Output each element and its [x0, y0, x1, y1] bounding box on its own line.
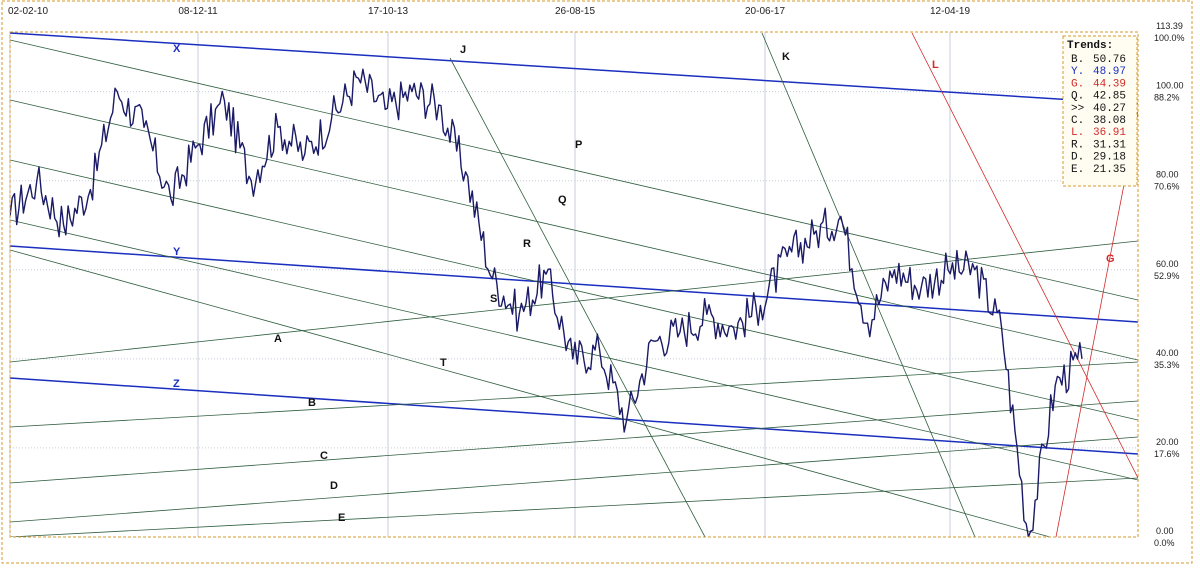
x-tick-label: 02-02-10	[8, 6, 48, 17]
x-tick-label: 08-12-11	[178, 6, 218, 17]
trend-line-c	[10, 400, 1138, 484]
y-tick-value: 40.00	[1156, 348, 1179, 358]
trend-line-d	[10, 436, 1138, 523]
y-tick-percent: 0.0%	[1154, 538, 1175, 548]
trend-line-a	[10, 240, 1138, 363]
trend-label-e: E	[338, 512, 345, 524]
trend-label-t: T	[440, 357, 447, 369]
legend-item-label: L.	[1071, 127, 1084, 139]
y-tick-percent: 52.9%	[1154, 271, 1180, 281]
trend-label-l: L	[932, 59, 939, 71]
trend-line-q	[10, 99, 1138, 361]
trend-label-k: K	[782, 51, 790, 63]
x-tick-label: 26-08-15	[555, 6, 595, 17]
trend-line-k	[761, 32, 976, 537]
trend-line-x	[10, 32, 1138, 105]
price-series-line	[10, 68, 1083, 537]
trend-line-y	[10, 245, 1138, 323]
legend-item-label: B.	[1071, 54, 1084, 66]
y-tick-value: 100.00	[1156, 81, 1184, 91]
y-tick-value: 113.39	[1156, 21, 1183, 31]
legend-item-label: Q.	[1071, 91, 1084, 103]
x-tick-label: 12-04-19	[930, 6, 970, 17]
trend-line-e	[10, 477, 1138, 537]
trend-label-z: Z	[173, 378, 180, 390]
trend-line-r	[10, 159, 1138, 421]
y-tick-value: 80.00	[1156, 170, 1179, 180]
legend-box	[1062, 35, 1138, 187]
y-tick-percent: 17.6%	[1154, 449, 1180, 459]
x-tick-label: 20-06-17	[745, 6, 785, 17]
trend-line-b	[10, 361, 1138, 428]
x-tick-label: 17-10-13	[368, 6, 408, 17]
legend-item-label: >>	[1071, 103, 1084, 115]
legend-item-label: E.	[1071, 164, 1084, 176]
legend-item-value: 38.08	[1093, 115, 1126, 127]
trend-line-p	[10, 39, 1138, 301]
legend-title: Trends:	[1067, 40, 1113, 52]
legend-item-value: 31.31	[1093, 139, 1126, 151]
y-tick-percent: 35.3%	[1154, 360, 1180, 370]
legend-item-value: 50.76	[1093, 54, 1126, 66]
trend-line-j	[449, 57, 706, 537]
y-tick-percent: 100.0%	[1154, 33, 1185, 43]
trend-label-q: Q	[558, 194, 567, 206]
trend-label-j: J	[460, 44, 466, 56]
trend-line-t	[10, 249, 1051, 537]
legend-item-value: 48.97	[1093, 66, 1126, 78]
trend-label-b: B	[308, 397, 316, 409]
legend-item-label: R.	[1071, 139, 1084, 151]
legend-item-value: 21.35	[1093, 164, 1126, 176]
trend-line-z	[10, 377, 1138, 455]
y-tick-percent: 88.2%	[1154, 93, 1180, 103]
trend-label-a: A	[274, 333, 282, 345]
trend-label-d: D	[330, 480, 338, 492]
y-tick-percent: 70.6%	[1154, 182, 1180, 192]
legend-item-label: D.	[1071, 152, 1084, 164]
trend-label-p: P	[575, 139, 582, 151]
y-tick-value: 20.00	[1156, 437, 1179, 447]
legend-item-label: G.	[1071, 78, 1084, 90]
trend-label-g: G	[1106, 253, 1115, 265]
legend-item-value: 44.39	[1093, 78, 1126, 90]
trend-label-s: S	[490, 293, 497, 305]
trend-label-c: C	[320, 450, 328, 462]
y-tick-value: 0.00	[1156, 526, 1174, 536]
legend-item-value: 36.91	[1093, 127, 1126, 139]
legend-item-value: 29.18	[1093, 152, 1126, 164]
y-tick-value: 60.00	[1156, 259, 1179, 269]
legend-item-label: Y.	[1071, 66, 1084, 78]
legend-item-value: 42.85	[1093, 91, 1126, 103]
trend-label-y: Y	[173, 246, 181, 258]
trend-label-x: X	[173, 43, 181, 55]
plot-frame	[9, 31, 1139, 538]
legend-item-value: 40.27	[1093, 103, 1126, 115]
legend-item-label: C.	[1071, 115, 1084, 127]
trend-label-r: R	[523, 238, 531, 250]
trend-line-l	[911, 32, 1138, 479]
